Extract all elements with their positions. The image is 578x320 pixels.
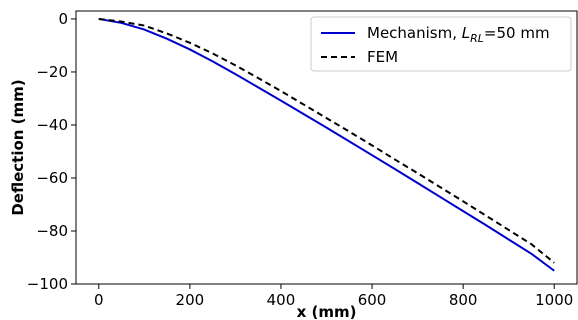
x-tick-label: 600 — [358, 291, 387, 309]
y-tick-label: 0 — [58, 10, 68, 28]
y-tick-label: −40 — [36, 116, 68, 134]
y-tick-label: −100 — [27, 275, 68, 293]
plot-area — [98, 17, 555, 272]
y-tick-label: −80 — [36, 222, 68, 240]
x-axis-label: x (mm) — [297, 303, 357, 320]
y-tick-label: −60 — [36, 169, 68, 187]
x-tick-label: 1000 — [535, 291, 573, 309]
x-tick-label: 400 — [267, 291, 296, 309]
legend-entry-2: FEM — [367, 48, 398, 66]
series-line-2 — [98, 17, 555, 264]
x-tick-label: 200 — [176, 291, 205, 309]
x-tick-label: 800 — [449, 291, 478, 309]
axes: 0 200 400 600 800 1000 0 −20 −40 −60 −80 −100 — [27, 10, 578, 309]
y-axis-label: Deflection (mm) — [9, 79, 27, 215]
legend: Mechanism, LRL=50 mm FEM — [310, 16, 572, 72]
x-tick-label: 0 — [94, 291, 104, 309]
legend-entry-1: Mechanism, LRL=50 mm — [367, 24, 550, 45]
legend-box — [310, 16, 572, 72]
y-tick-label: −20 — [36, 63, 68, 81]
series-line-1 — [98, 17, 555, 272]
axes-frame — [75, 10, 578, 285]
